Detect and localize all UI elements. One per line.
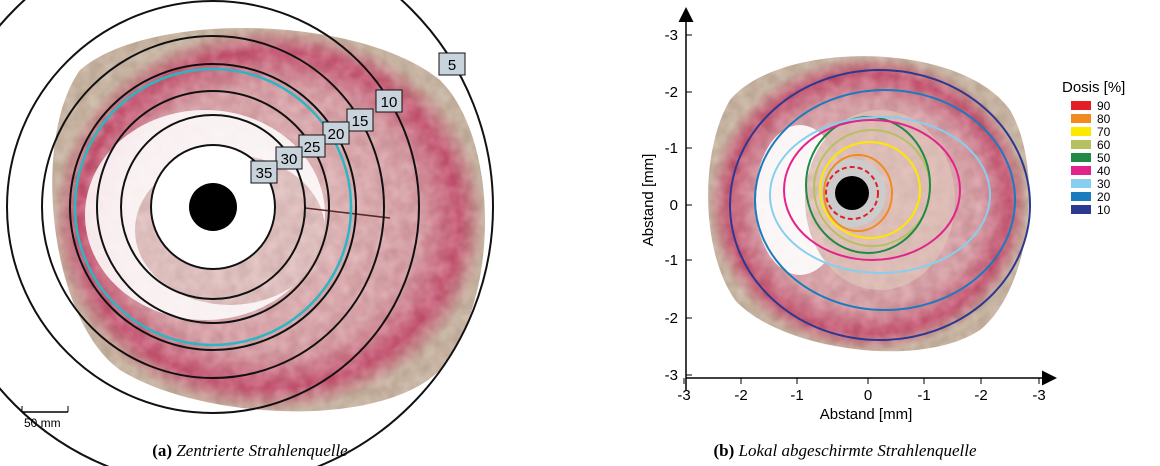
y-tick-label: 0 (670, 197, 678, 214)
label-box (250, 160, 278, 184)
legend-swatch (1071, 205, 1091, 214)
y-tick-label: -2 (665, 84, 678, 101)
legend-label: 20 (1097, 190, 1111, 204)
isodose-contour (769, 116, 991, 274)
y-tick-label: -2 (665, 310, 678, 327)
legend-swatch (1071, 114, 1091, 123)
axes-ticks: -3 -2 -1 0 -1 -2 -3 -3 -2 -1 0 -1 -2 -3 (665, 27, 1046, 404)
legend-label: 40 (1097, 164, 1111, 178)
x-axis-title: Abstand [mm] (820, 406, 913, 423)
isodose-circle (69, 63, 357, 351)
legend-label: 90 (1097, 99, 1111, 113)
isodose-circles: 5 10 15 20 25 30 35 (0, 0, 494, 466)
legend-swatch (1071, 153, 1091, 162)
isodose-contour (729, 69, 1031, 341)
isodose-contour (825, 166, 879, 220)
caption-label: (b) (714, 441, 735, 460)
y-tick-label: -1 (665, 140, 678, 157)
legend-label: 10 (1097, 203, 1111, 217)
x-tick-label: -3 (1032, 387, 1045, 404)
isodose-circle (41, 35, 385, 379)
caption-text: Zentrierte Strahlenquelle (176, 441, 348, 460)
y-tick-label: -1 (665, 252, 678, 269)
caption-label: (a) (152, 441, 172, 460)
label-box (275, 146, 303, 170)
x-tick-label: -2 (734, 387, 747, 404)
x-tick-label: -1 (790, 387, 803, 404)
legend-swatch (1071, 179, 1091, 188)
y-tick-label: -3 (665, 367, 678, 384)
isodose-label: 5 (448, 57, 456, 74)
legend-title: Dosis [%] (1062, 79, 1125, 96)
legend-swatch (1071, 192, 1091, 201)
isodose-circle (150, 144, 276, 270)
panel-b-image (708, 56, 1030, 352)
legend-label: 60 (1097, 138, 1111, 152)
isodose-contour (819, 141, 921, 239)
panel-a-image (52, 27, 485, 412)
isodose-circle (6, 0, 420, 414)
legend-label: 30 (1097, 177, 1111, 191)
legend-label: 70 (1097, 125, 1111, 139)
isodose-label: 30 (281, 151, 298, 168)
scale-bar-label: 50 mm (24, 416, 61, 430)
isodose-label: 20 (328, 126, 345, 143)
isodose-contour (783, 119, 961, 261)
label-box (375, 89, 403, 113)
legend-label: 50 (1097, 151, 1111, 165)
isodose-label: 25 (304, 139, 321, 156)
isodose-label: 15 (352, 113, 369, 130)
x-tick-label: -2 (974, 387, 987, 404)
legend-swatch (1071, 166, 1091, 175)
isodose-circle (0, 0, 494, 466)
legend-swatch (1071, 101, 1091, 110)
caption-text: Lokal abgeschirmte Strahlenquelle (738, 441, 977, 460)
isodose-contours (729, 69, 1031, 341)
legend-swatch (1071, 127, 1091, 136)
label-box (322, 121, 350, 145)
label-box (438, 52, 466, 76)
label-box (298, 134, 326, 158)
isodose-label: 10 (381, 94, 398, 111)
isodose-circle (120, 114, 306, 300)
x-tick-label: 0 (864, 387, 872, 404)
isodose-circle (96, 90, 330, 324)
x-tick-label: -1 (917, 387, 930, 404)
isodose-label: 35 (256, 165, 273, 182)
x-tick-label: -3 (677, 387, 690, 404)
isodose-contour (823, 154, 893, 232)
y-tick-label: -3 (665, 27, 678, 44)
isodose-contour (754, 89, 1016, 311)
label-box (346, 108, 374, 132)
y-axis-title: Abstand [mm] (640, 154, 657, 247)
legend-swatch (1071, 140, 1091, 149)
caption-b: (b) Lokal abgeschirmte Strahlenquelle (714, 441, 977, 460)
legend-label: 80 (1097, 112, 1111, 126)
caption-a: (a) Zentrierte Strahlenquelle (152, 441, 348, 460)
